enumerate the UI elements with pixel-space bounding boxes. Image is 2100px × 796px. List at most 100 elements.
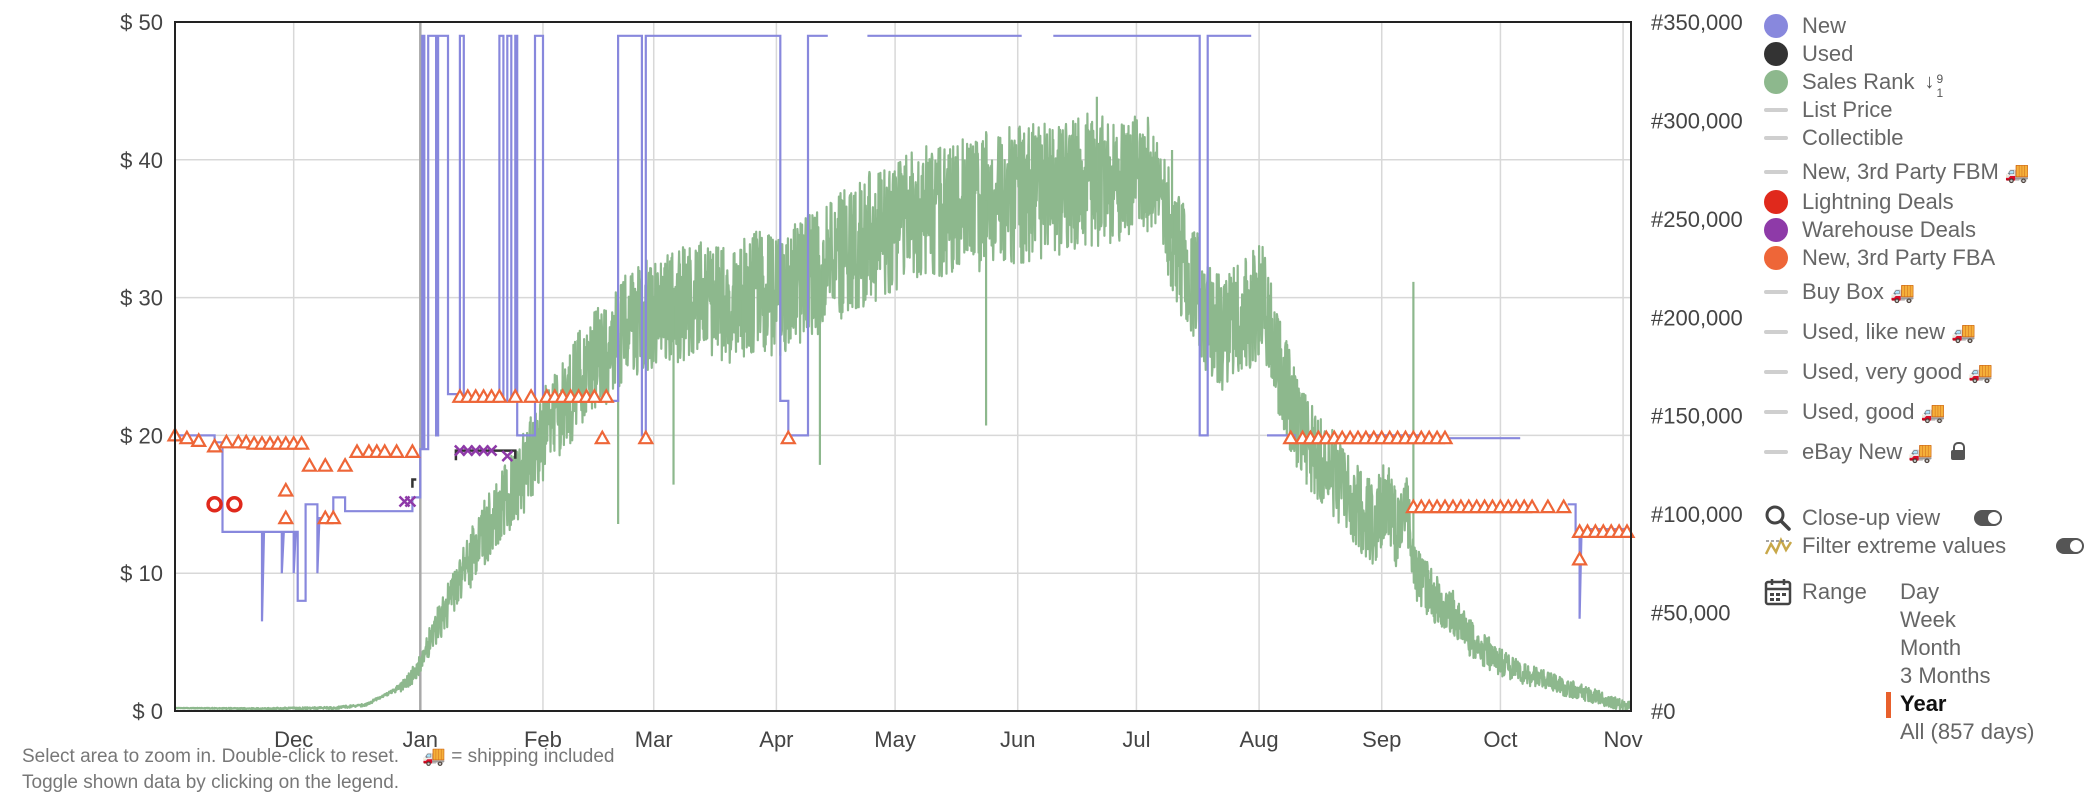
range-option[interactable]: All (857 days) <box>1900 718 2035 746</box>
sales-rank-swatch-icon <box>1764 70 1788 94</box>
y-left-tick-label: $ 0 <box>132 699 163 724</box>
fba-offer-marker <box>376 443 394 458</box>
fba-offer-marker <box>1282 429 1300 445</box>
new-3rd-party-fbm-swatch-icon <box>1764 170 1788 174</box>
legend-label: eBay New 🚚 <box>1802 438 1966 467</box>
x-tick-label: Jul <box>1122 727 1150 752</box>
new-swatch-icon <box>1764 14 1788 38</box>
price-history-chart[interactable]: $ 0 $ 10 $ 20 $ 30 $ 40 $ 50 #0 #50,000 #100,000… <box>0 0 1760 796</box>
legend-label-text: List Price <box>1802 97 1893 122</box>
range-option-label: All (857 days) <box>1900 719 2035 744</box>
x-tick-label: Feb <box>524 727 562 752</box>
x-tick-label: Dec <box>274 727 313 752</box>
sales-rank-line <box>174 112 1632 712</box>
legend-label-text: New, 3rd Party FBA <box>1802 245 1996 270</box>
filter-toggle-switch[interactable] <box>2056 538 2084 554</box>
calendar-icon <box>1764 579 1792 606</box>
fba-offer-marker <box>324 509 342 525</box>
sales-rank-series <box>174 96 1632 712</box>
shipping-truck-icon: 🚚 <box>1968 362 1994 384</box>
ebay-new-swatch-icon <box>1764 450 1788 454</box>
legend-label: New <box>1802 12 1846 40</box>
y-right-tick-label: #250,000 <box>1651 207 1743 232</box>
fba-offer-marker <box>293 434 310 450</box>
x-tick-label: May <box>874 727 916 752</box>
warehouse-deal-marker <box>501 450 514 462</box>
selected-range-indicator <box>1886 692 1891 718</box>
warehouse-deal-marker <box>485 444 498 457</box>
range-option[interactable]: Week <box>1900 606 1956 634</box>
range-option[interactable]: Month <box>1900 634 1961 662</box>
buy-box-swatch-icon <box>1764 290 1788 294</box>
legend-label-text: Lightning Deals <box>1802 189 1954 214</box>
legend-label-text: Collectible <box>1802 125 1904 150</box>
warehouse-deals-swatch-icon <box>1764 218 1788 242</box>
lock-icon <box>1951 442 1966 461</box>
range-option[interactable]: 3 Months <box>1900 662 1991 690</box>
legend-label-text: Used, very good <box>1802 359 1963 384</box>
new-3rd-party-fba-swatch-icon <box>1764 246 1788 270</box>
x-tick-label: Mar <box>635 727 673 752</box>
legend-label: Buy Box 🚚 <box>1802 278 1915 307</box>
used-very-good-swatch-icon <box>1764 370 1788 374</box>
x-tick-label: Nov <box>1604 727 1643 752</box>
sort-order-icon[interactable]: ↓ 9 1 <box>1925 70 1945 100</box>
magnifier-icon <box>1765 505 1791 531</box>
y-left-tick-label: $ 50 <box>120 10 163 35</box>
close-up-toggle-switch[interactable] <box>1974 510 2002 526</box>
range-option-label: Week <box>1900 607 1956 632</box>
x-tick-label: Jun <box>1000 727 1035 752</box>
fba-offer-marker <box>218 433 235 449</box>
shipping-truck-icon: 🚚 <box>1951 322 1976 344</box>
shipping-truck-icon: 🚚 <box>1920 402 1946 424</box>
legend-label: New, 3rd Party FBM 🚚 <box>1802 158 2030 187</box>
shipping-truck-icon: 🚚 <box>422 746 446 767</box>
x-tick-label: Apr <box>759 727 793 752</box>
lightning-deal-marker <box>226 496 243 513</box>
filter-wave-icon <box>1764 536 1792 555</box>
sort-sub: 1 <box>1936 86 1944 101</box>
chart-axes: $ 0 $ 10 $ 20 $ 30 $ 40 $ 50 #0 #50,000 #100,000… <box>120 10 1743 752</box>
fba-offer-marker <box>178 429 196 445</box>
x-tick-label: Sep <box>1362 727 1401 752</box>
x-tick-label: Aug <box>1240 727 1279 752</box>
legend-label: Used <box>1802 40 1853 68</box>
used-like-new-swatch-icon <box>1764 330 1788 334</box>
warehouse-deal-marker <box>404 495 417 508</box>
range-option-label: 3 Months <box>1900 663 1991 688</box>
legend-label: List Price <box>1802 96 1892 124</box>
fba-offer-marker <box>190 432 208 447</box>
fba-offer-marker <box>277 481 295 497</box>
shipping-included-text: = shipping included <box>451 746 615 767</box>
shipping-truck-icon: 🚚 <box>1908 442 1934 464</box>
filter-extreme-label: Filter extreme values <box>1802 533 2007 558</box>
used-swatch-icon <box>1764 42 1788 66</box>
collectible-swatch-icon <box>1764 136 1788 140</box>
y-right-tick-label: #200,000 <box>1651 305 1743 330</box>
plot-frame <box>174 21 1632 712</box>
lightning-deals-swatch-icon <box>1764 190 1788 214</box>
legend-label: Sales Rank ↓ 9 1 <box>1802 68 1945 100</box>
y-right-tick-label: #0 <box>1651 699 1675 724</box>
new-price-line <box>1053 34 1252 437</box>
close-up-view-label: Close-up view <box>1802 505 1941 530</box>
range-option[interactable]: Year <box>1886 690 1947 718</box>
fba-offer-marker <box>491 388 508 403</box>
fba-offer-marker <box>301 456 318 472</box>
range-option-label: Day <box>1900 579 1940 604</box>
fba-offer-marker <box>1523 498 1541 514</box>
shipping-truck-icon: 🚚 <box>1889 282 1915 304</box>
x-tick-label: Oct <box>1483 727 1517 752</box>
fba-offer-marker <box>779 429 797 445</box>
used-price-line <box>411 478 417 488</box>
legend-label-text: Warehouse Deals <box>1802 217 1977 242</box>
fba-offer-marker <box>1571 550 1588 566</box>
legend-label: Lightning Deals <box>1802 188 1954 216</box>
y-left-tick-label: $ 10 <box>120 561 163 586</box>
used-good-swatch-icon <box>1764 410 1788 414</box>
footnote-legend-hint: Toggle shown data by clicking on the leg… <box>22 772 400 793</box>
deal-markers <box>166 388 1636 566</box>
range-option[interactable]: Day <box>1900 578 1939 606</box>
legend-label-text: Used, like new <box>1802 319 1946 344</box>
legend-label: Used, good 🚚 <box>1802 398 1945 427</box>
